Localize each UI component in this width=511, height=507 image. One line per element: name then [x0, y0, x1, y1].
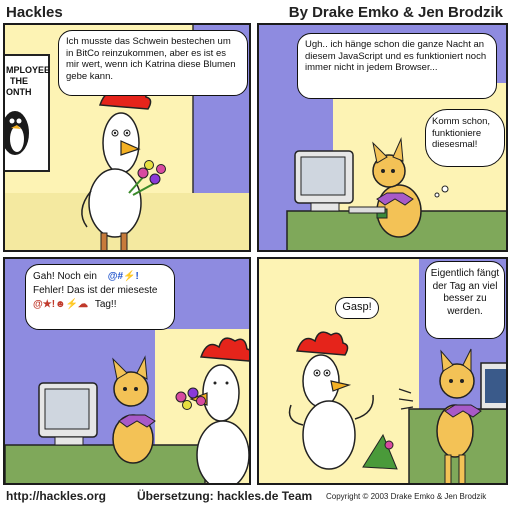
poster-line-3: ONTH [6, 87, 32, 97]
speech-bubble-1: Ugh.. ich hänge schon die ganze Nacht an… [297, 33, 497, 99]
comic-header: Hackles By Drake Emko & Jen Brodzik [0, 0, 511, 22]
rooster-character [189, 337, 249, 483]
poster-line-1: MPLOYEE [6, 65, 51, 75]
bubble-text-1: Gah! Noch ein [33, 271, 97, 282]
panel-1: MPLOYEE THE ONTH Ich musste das Schwein … [3, 23, 251, 252]
bubble-text-3: Tag!! [94, 299, 117, 310]
comic-byline: By Drake Emko & Jen Brodzik [288, 4, 503, 21]
employee-poster [5, 54, 50, 172]
panel-3: Gah! Noch ein @#⚡! Fehler! Das ist der m… [3, 257, 251, 485]
translation-credit: Übersetzung: hackles.de Team [137, 489, 313, 503]
penguin-icon [5, 111, 29, 155]
grawlix-symbols-2: @★!☻⚡☁ [33, 299, 89, 310]
cat-character [112, 355, 156, 464]
flower-bouquet-icon [175, 387, 206, 410]
speech-bubble-gasp: Gasp! [335, 297, 379, 319]
site-url-link[interactable]: http://hackles.org [6, 489, 107, 503]
poster-line-2: THE [10, 76, 28, 86]
panel-4: Gasp! Eigentlich fängt der Tag an viel b… [257, 257, 508, 485]
rooster-character [288, 331, 374, 470]
computer-monitor-icon [480, 362, 506, 410]
panel-4-art [259, 259, 506, 483]
speech-bubble: Gah! Noch ein @#⚡! Fehler! Das ist der m… [25, 264, 175, 330]
comic-title: Hackles [6, 4, 63, 21]
keyboard-icon [348, 206, 386, 214]
bubble-line-1: Gah! Noch ein @#⚡! [33, 270, 167, 284]
comic-footer: http://hackles.org Übersetzung: hackles.… [0, 486, 511, 507]
speech-bubble-cat: Eigentlich fängt der Tag an viel besser … [425, 261, 505, 339]
panel-2: Ugh.. ich hänge schon die ganze Nacht an… [257, 23, 508, 252]
grawlix-symbols-1: @#⚡! [107, 271, 139, 282]
panel-3-art [5, 259, 249, 483]
flower-bouquet-icon [128, 160, 166, 196]
computer-monitor-icon [294, 150, 354, 212]
copyright-notice: Copyright © 2003 Drake Emko & Jen Brodzi… [326, 492, 487, 501]
poster-text: MPLOYEE THE ONTH [6, 65, 50, 98]
computer-monitor-icon [38, 382, 98, 446]
rooster-character [81, 85, 152, 250]
thought-bubble: Komm schon, funktioniere diesesmal! [425, 109, 505, 167]
desk [5, 444, 206, 483]
dropped-bouquet-icon [362, 433, 398, 470]
cat-character [372, 137, 422, 238]
cat-character [436, 348, 482, 483]
bubble-line-2: Fehler! Das ist der mieseste [33, 285, 158, 296]
speech-bubble: Ich musste das Schwein bestechen um in B… [58, 30, 248, 96]
bubble-line-3: @★!☻⚡☁ Tag!! [33, 298, 167, 312]
